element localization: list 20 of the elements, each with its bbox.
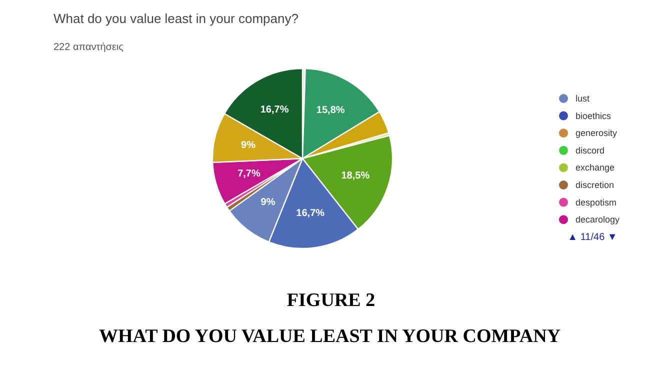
- text: ▲ 11/46 ▼: [568, 232, 618, 243]
- legend-label: discretion: [576, 180, 614, 190]
- data-label: 15,8%: [316, 104, 345, 116]
- data-label: 9%: [241, 140, 256, 151]
- text: WHAT DO YOU VALUE LEAST IN YOUR COMPANY: [99, 326, 561, 347]
- legend-label: bioethics: [576, 110, 612, 121]
- data-label: 9%: [260, 196, 276, 208]
- data-label: 16,7%: [260, 104, 289, 116]
- data-label: 18,5%: [341, 170, 370, 182]
- data-label: 16,7%: [296, 208, 325, 220]
- legend-label: decarology: [576, 214, 620, 225]
- legend-label: exchange: [576, 162, 615, 173]
- legend-label: lust: [576, 94, 590, 104]
- data-label: 7,7%: [238, 168, 260, 180]
- caption: FIGURE 2: [286, 290, 376, 311]
- legend-label: generosity: [576, 128, 618, 138]
- chart-title: What do you value least in your company?: [54, 11, 298, 26]
- legend-label: despotism: [576, 197, 617, 208]
- legend-label: discord: [576, 145, 605, 156]
- text: 222 απαντήσεις: [54, 42, 124, 53]
